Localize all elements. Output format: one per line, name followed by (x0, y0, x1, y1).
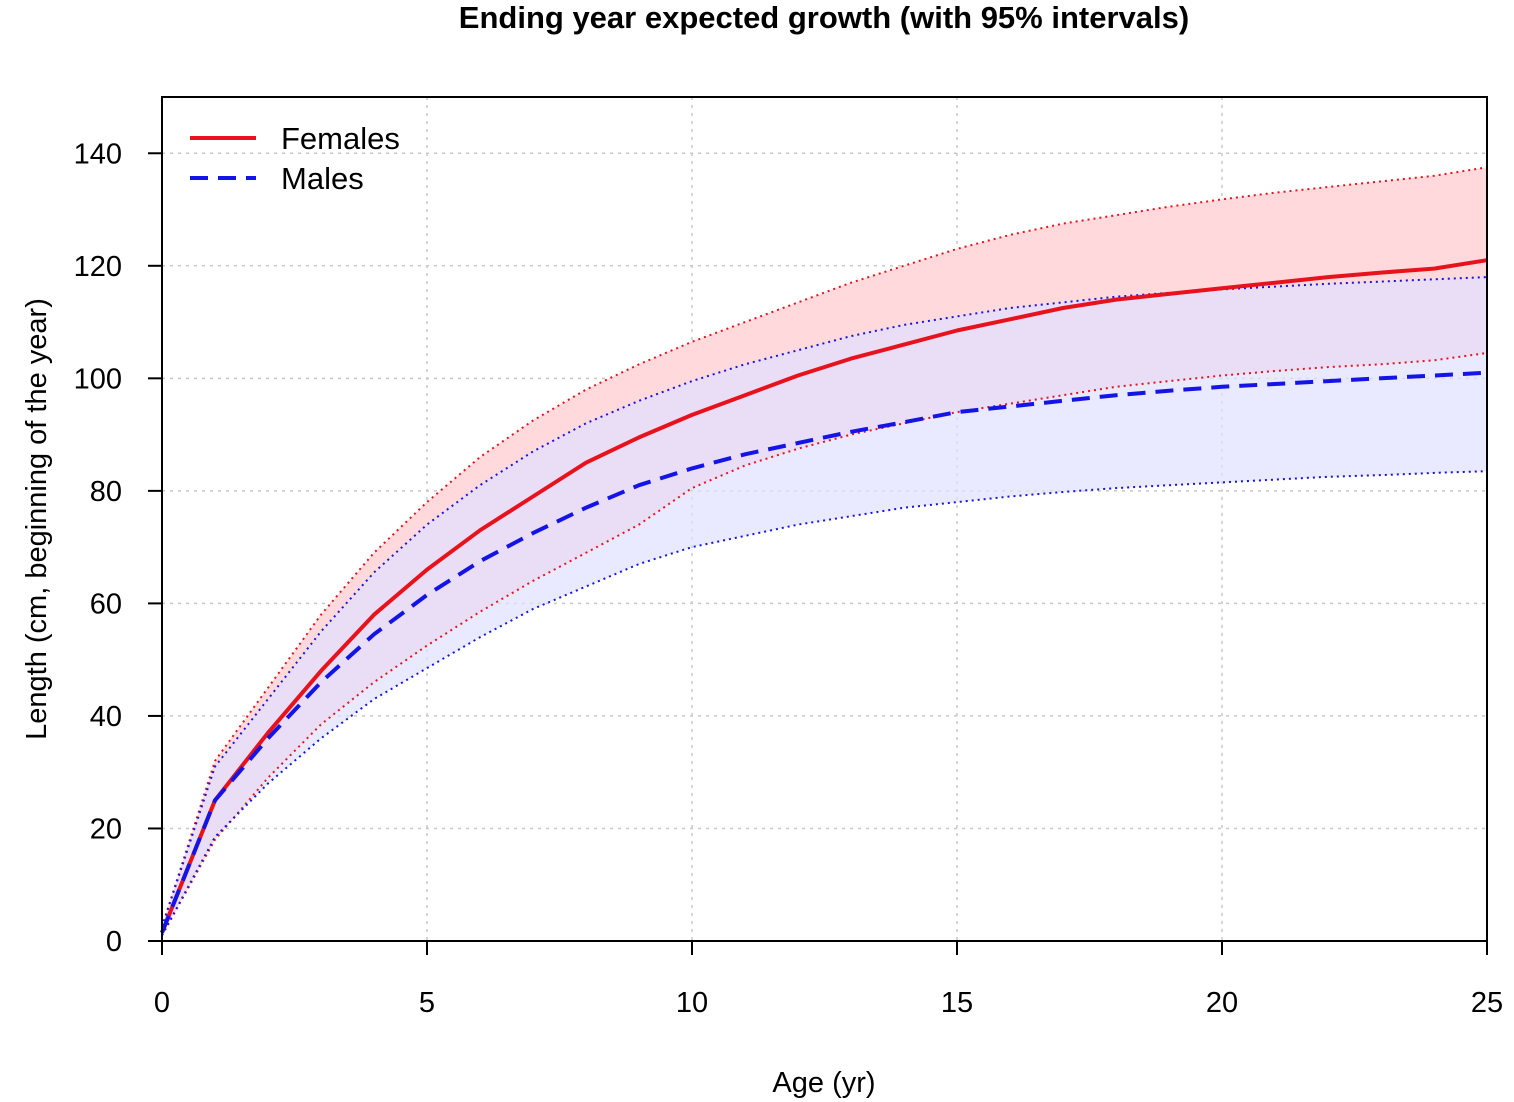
y-tick-label: 100 (74, 363, 122, 395)
females-line (160, 258, 1488, 934)
y-tick-label: 120 (74, 251, 122, 283)
females-upper-bound (161, 166, 1488, 928)
x-tick-label: 0 (154, 987, 170, 1019)
x-tick-label: 15 (941, 987, 973, 1019)
legend-label-females: Females (281, 121, 400, 156)
x-tick-label: 20 (1206, 987, 1238, 1019)
x-axis-label: Age (yr) (772, 1067, 875, 1099)
legend: Females Males (190, 121, 400, 196)
legend-label-males: Males (281, 161, 364, 196)
y-axis-label: Length (cm, beginning of the year) (21, 298, 53, 740)
x-tick-label: 25 (1471, 987, 1503, 1019)
x-tick-label: 10 (676, 987, 708, 1019)
y-tick-label: 40 (90, 701, 122, 733)
y-axis: 0 20 40 60 80 100 120 140 (74, 138, 163, 958)
y-tick-label: 80 (90, 476, 122, 508)
males-line (160, 370, 1488, 934)
males-lower-bound (161, 470, 1488, 936)
interval-bound-lines (161, 166, 1488, 936)
chart-title: Ending year expected growth (with 95% in… (459, 0, 1189, 35)
females-lower-bound (161, 352, 1488, 936)
x-tick-label: 5 (419, 987, 435, 1019)
interval-band-males (162, 277, 1487, 936)
series-lines (160, 258, 1488, 934)
y-tick-label: 20 (90, 813, 122, 845)
interval-bands (162, 167, 1487, 936)
y-tick-label: 0 (106, 926, 122, 958)
y-tick-label: 140 (74, 138, 122, 170)
y-tick-label: 60 (90, 588, 122, 620)
x-axis: 0 5 10 15 20 25 (154, 940, 1503, 1019)
